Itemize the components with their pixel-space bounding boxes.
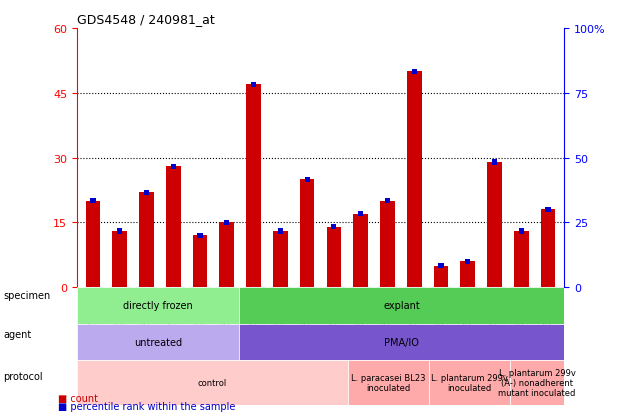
Bar	[273, 232, 288, 287]
Bar	[438, 263, 444, 268]
Text: protocol: protocol	[3, 371, 43, 381]
Bar	[171, 164, 176, 169]
Text: ■ percentile rank within the sample: ■ percentile rank within the sample	[58, 401, 235, 411]
FancyBboxPatch shape	[347, 360, 429, 405]
Bar	[251, 82, 256, 88]
Bar	[219, 223, 234, 287]
Text: specimen: specimen	[3, 290, 51, 300]
Bar	[385, 199, 390, 204]
Bar	[86, 201, 101, 287]
Bar	[540, 210, 555, 287]
Bar	[514, 232, 529, 287]
Bar	[112, 232, 127, 287]
Bar	[407, 72, 422, 287]
Text: directly frozen: directly frozen	[123, 301, 193, 311]
FancyBboxPatch shape	[77, 324, 239, 360]
Bar	[492, 160, 497, 165]
Bar	[487, 163, 502, 287]
Text: agent: agent	[3, 330, 31, 339]
Bar	[139, 193, 154, 287]
Bar	[197, 233, 203, 238]
FancyBboxPatch shape	[77, 287, 239, 324]
Bar	[519, 229, 524, 234]
Bar	[300, 180, 315, 287]
Bar	[380, 201, 395, 287]
Text: ■ count: ■ count	[58, 393, 97, 403]
Text: L. plantarum 299v
inoculated: L. plantarum 299v inoculated	[431, 373, 508, 392]
Bar	[358, 212, 363, 217]
FancyBboxPatch shape	[510, 360, 564, 405]
Bar	[246, 85, 261, 287]
Bar	[278, 229, 283, 234]
Bar	[117, 229, 122, 234]
Text: L. paracasei BL23
inoculated: L. paracasei BL23 inoculated	[351, 373, 426, 392]
Text: L. plantarum 299v
(A-) nonadherent
mutant inoculated: L. plantarum 299v (A-) nonadherent mutan…	[498, 368, 576, 397]
Bar	[166, 167, 181, 287]
FancyBboxPatch shape	[239, 324, 564, 360]
FancyBboxPatch shape	[77, 360, 347, 405]
Bar	[90, 199, 96, 204]
FancyBboxPatch shape	[429, 360, 510, 405]
Text: untreated: untreated	[134, 337, 182, 347]
Text: GDS4548 / 240981_at: GDS4548 / 240981_at	[77, 13, 215, 26]
Text: control: control	[197, 378, 227, 387]
Bar	[353, 214, 368, 287]
Bar	[433, 266, 448, 287]
Text: explant: explant	[383, 301, 420, 311]
Bar	[193, 236, 208, 287]
Bar	[224, 220, 229, 225]
Bar	[304, 177, 310, 183]
FancyBboxPatch shape	[239, 287, 564, 324]
Bar	[460, 262, 475, 287]
Bar	[412, 69, 417, 75]
Bar	[331, 225, 337, 230]
Bar	[545, 207, 551, 213]
Text: PMA/IO: PMA/IO	[384, 337, 419, 347]
Bar	[144, 190, 149, 195]
Bar	[326, 227, 341, 287]
Bar	[465, 259, 470, 264]
